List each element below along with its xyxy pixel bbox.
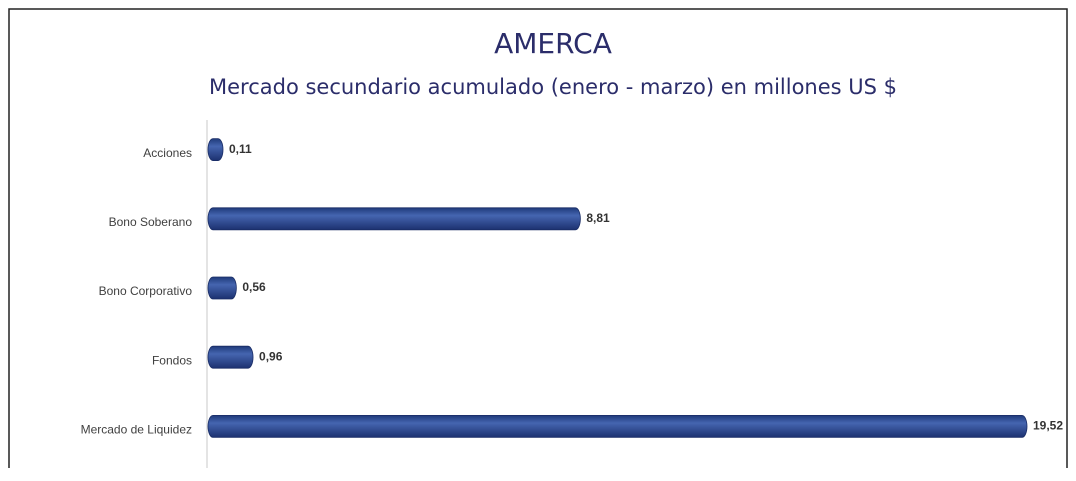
category-label: Fondos: [152, 353, 192, 367]
frame: [8, 8, 1068, 468]
category-label: Mercado de Liquidez: [81, 423, 192, 437]
chart-subtitle: Mercado secundario acumulado (enero - ma…: [209, 75, 897, 99]
value-label: 0,96: [259, 349, 283, 363]
value-label: 0,56: [242, 280, 266, 294]
bar: [207, 138, 224, 161]
value-label: 19,52: [1033, 419, 1063, 433]
bar: [207, 345, 254, 369]
category-label: Acciones: [143, 146, 192, 160]
category-label: Bono Soberano: [109, 215, 193, 229]
value-label: 8,81: [586, 211, 610, 225]
bar: [207, 276, 237, 300]
bar: [207, 415, 1028, 438]
category-label: Bono Corporativo: [99, 284, 193, 298]
bar: [207, 207, 581, 231]
chart-title: AMERCA: [494, 27, 612, 60]
value-label: 0,11: [229, 142, 252, 156]
